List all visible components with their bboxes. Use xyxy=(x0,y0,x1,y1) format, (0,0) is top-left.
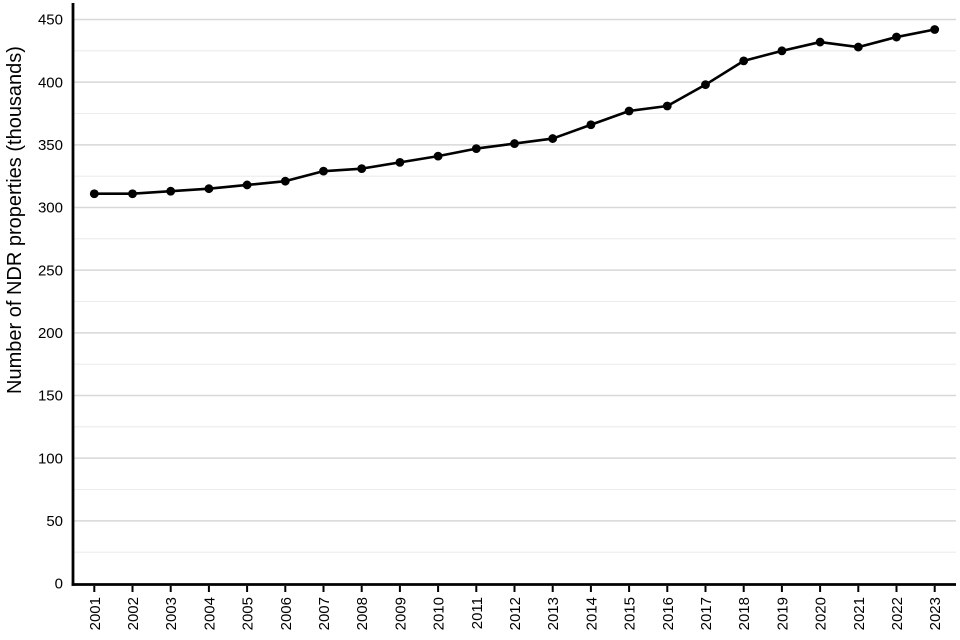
data-point xyxy=(548,134,558,143)
x-tick-label: 2021 xyxy=(851,597,868,630)
data-point xyxy=(662,101,672,111)
x-tick-label: 2014 xyxy=(583,597,600,630)
data-point xyxy=(242,180,252,190)
x-tick-label: 2006 xyxy=(278,597,295,630)
data-point xyxy=(128,189,137,199)
x-axis-ticks xyxy=(93,585,936,592)
data-point xyxy=(204,184,214,194)
x-tick-label: 2010 xyxy=(431,597,448,630)
data-point xyxy=(739,56,749,66)
data-point xyxy=(510,139,519,148)
x-tick-label: 2018 xyxy=(736,597,753,630)
x-tick-label: 2001 xyxy=(87,597,104,630)
x-tick-label: 2022 xyxy=(889,597,906,630)
data-point xyxy=(433,151,443,161)
y-tick-label: 200 xyxy=(38,325,63,342)
data-point xyxy=(89,189,99,199)
y-tick-label: 250 xyxy=(38,262,63,279)
x-tick-label: 2023 xyxy=(927,597,944,630)
minor-gridlines xyxy=(73,50,956,553)
x-tick-label: 2017 xyxy=(698,597,715,630)
data-line xyxy=(93,28,937,196)
x-tick-label: 2009 xyxy=(392,597,409,630)
x-tick-label: 2019 xyxy=(774,597,791,630)
data-point xyxy=(777,46,787,56)
y-tick-label: 150 xyxy=(38,388,63,405)
x-tick-label: 2003 xyxy=(163,597,180,630)
data-point xyxy=(395,157,405,167)
y-tick-label: 0 xyxy=(55,576,63,593)
y-tick-label: 50 xyxy=(46,513,63,530)
x-tick-label: 2007 xyxy=(316,597,333,630)
y-tick-label: 300 xyxy=(38,200,63,217)
data-series xyxy=(89,25,940,199)
x-tick-label: 2004 xyxy=(201,597,218,630)
x-tick-label: 2012 xyxy=(507,597,524,630)
data-point xyxy=(586,120,596,130)
major-gridlines xyxy=(73,18,956,522)
x-tick-label: 2013 xyxy=(545,597,562,630)
data-point xyxy=(280,176,290,186)
x-tick-label: 2020 xyxy=(813,597,830,630)
x-tick-label: 2016 xyxy=(660,597,677,630)
data-point xyxy=(853,42,863,52)
data-point xyxy=(624,106,634,116)
y-axis-title: Number of NDR properties (thousands) xyxy=(4,46,26,394)
data-point xyxy=(815,37,825,47)
x-tick-label: 2005 xyxy=(240,597,257,630)
y-tick-label: 350 xyxy=(38,137,63,154)
y-tick-label: 450 xyxy=(38,12,63,29)
x-tick-label: 2015 xyxy=(622,597,639,630)
axis-lines xyxy=(71,3,956,586)
x-tick-label: 2008 xyxy=(354,597,371,630)
data-point xyxy=(471,144,481,153)
x-axis-tick-labels: 2001 2002 2003 2004 2005 2006 2007 2008 2009 2010… xyxy=(87,597,944,630)
y-axis-tick-labels: 0 50 100 150 200 250 300 350 400 450 xyxy=(38,12,63,593)
y-tick-label: 100 xyxy=(38,450,63,467)
data-point xyxy=(357,164,367,174)
data-point xyxy=(892,32,901,42)
x-tick-label: 2011 xyxy=(469,597,486,629)
x-tick-label: 2002 xyxy=(125,597,142,630)
y-tick-label: 400 xyxy=(38,74,63,91)
data-point xyxy=(930,25,940,34)
data-point xyxy=(319,166,328,176)
data-point xyxy=(166,186,176,196)
data-point xyxy=(701,80,710,90)
